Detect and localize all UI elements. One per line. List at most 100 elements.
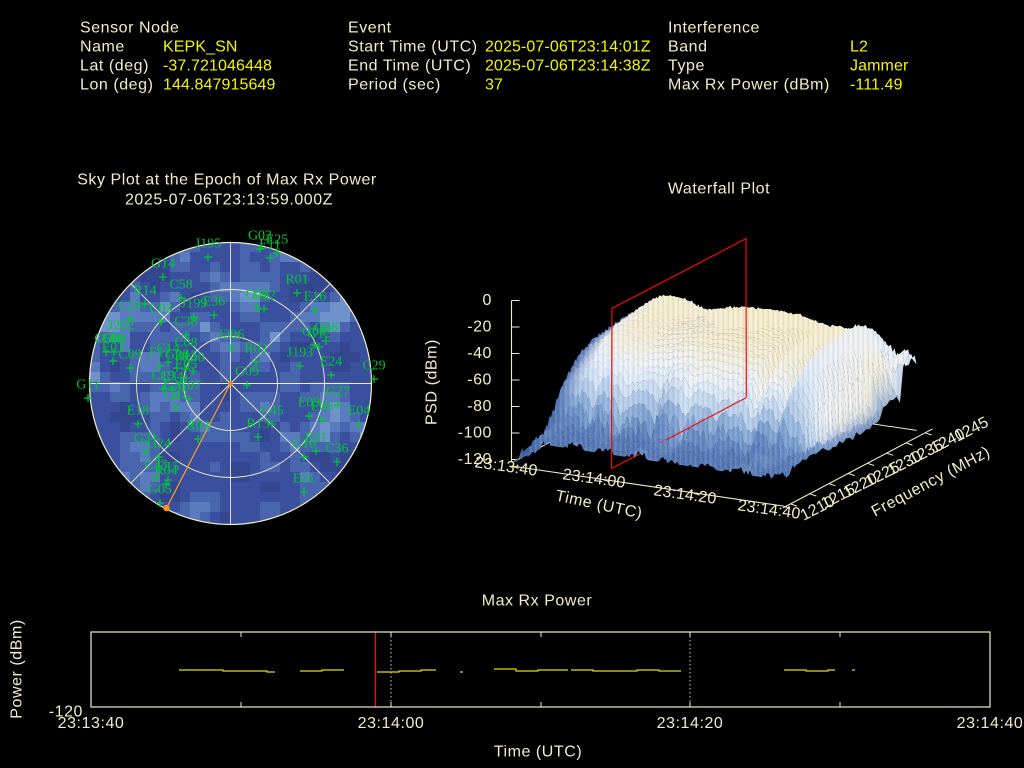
svg-text:C38: C38 — [174, 315, 197, 330]
svg-text:E24: E24 — [320, 355, 343, 370]
svg-text:G12: G12 — [307, 327, 331, 342]
svg-text:23:14:20: 23:14:20 — [657, 715, 724, 732]
svg-text:E26: E26 — [163, 378, 186, 393]
svg-text:C30: C30 — [181, 351, 204, 366]
svg-text:E09: E09 — [298, 396, 321, 411]
svg-text:C58: C58 — [169, 278, 192, 293]
svg-text:-80: -80 — [467, 398, 492, 415]
svg-text:E04: E04 — [348, 404, 371, 419]
svg-text:G09: G09 — [235, 365, 259, 380]
svg-text:2025-07-06T23:14:01Z: 2025-07-06T23:14:01Z — [485, 39, 651, 56]
svg-text:Event: Event — [348, 20, 392, 37]
svg-text:144.847915649: 144.847915649 — [163, 77, 276, 94]
svg-text:C45: C45 — [260, 404, 283, 419]
svg-text:C33: C33 — [144, 458, 167, 473]
svg-text:E36: E36 — [203, 295, 226, 310]
svg-text:C02: C02 — [252, 289, 275, 304]
svg-text:Waterfall Plot: Waterfall Plot — [668, 181, 770, 198]
svg-text:-120: -120 — [49, 704, 83, 721]
svg-text:G21: G21 — [134, 432, 158, 447]
svg-text:2025-07-06T23:13:59.000Z: 2025-07-06T23:13:59.000Z — [125, 192, 333, 209]
svg-text:KEPK_SN: KEPK_SN — [163, 39, 238, 56]
svg-text:End Time (UTC): End Time (UTC) — [348, 58, 471, 75]
svg-text:L2: L2 — [850, 39, 868, 56]
svg-text:Name: Name — [80, 39, 125, 56]
svg-text:-20: -20 — [467, 318, 492, 335]
svg-text:G08: G08 — [314, 321, 338, 336]
svg-text:C09: C09 — [118, 348, 141, 363]
svg-text:Band: Band — [668, 39, 708, 56]
svg-text:J199: J199 — [181, 297, 207, 312]
svg-text:23:14:00: 23:14:00 — [358, 715, 425, 732]
svg-text:G14: G14 — [151, 257, 175, 272]
svg-text:C29: C29 — [362, 359, 385, 374]
svg-text:C01: C01 — [245, 288, 268, 303]
svg-text:C34: C34 — [160, 370, 183, 385]
svg-text:Type: Type — [668, 58, 705, 75]
svg-text:E03: E03 — [102, 341, 125, 356]
svg-text:Max Rx Power (dBm): Max Rx Power (dBm) — [668, 77, 830, 94]
svg-text:-40: -40 — [467, 345, 492, 362]
svg-text:G03: G03 — [248, 229, 272, 244]
svg-text:Lat (deg): Lat (deg) — [80, 58, 149, 75]
svg-text:R15: R15 — [174, 349, 197, 364]
svg-text:C14: C14 — [156, 342, 179, 357]
svg-text:J202: J202 — [108, 319, 134, 334]
svg-text:R01: R01 — [285, 273, 308, 288]
svg-text:C60: C60 — [94, 332, 117, 347]
svg-text:E18: E18 — [127, 404, 150, 419]
svg-text:G11: G11 — [76, 378, 100, 393]
svg-text:R03: R03 — [186, 419, 209, 434]
svg-text:-60: -60 — [467, 371, 492, 388]
svg-text:Power (dBm): Power (dBm) — [9, 619, 26, 718]
svg-text:-100: -100 — [458, 424, 492, 441]
svg-text:R13: R13 — [246, 417, 269, 432]
svg-text:E31: E31 — [305, 431, 328, 446]
svg-text:Max Rx Power: Max Rx Power — [482, 593, 593, 610]
svg-text:PSD (dBm): PSD (dBm) — [424, 339, 441, 425]
svg-text:E11: E11 — [259, 238, 281, 253]
svg-text:R14: R14 — [133, 284, 156, 299]
svg-text:G07: G07 — [177, 379, 201, 394]
svg-text:Time (UTC): Time (UTC) — [494, 744, 582, 761]
svg-text:G16: G16 — [292, 437, 316, 452]
svg-text:E16: E16 — [304, 290, 327, 305]
svg-text:C03: C03 — [149, 302, 172, 317]
svg-text:Jammer: Jammer — [850, 58, 909, 75]
svg-text:E12: E12 — [149, 346, 172, 361]
svg-text:G04: G04 — [302, 325, 326, 340]
svg-text:37: 37 — [485, 77, 503, 94]
svg-text:C19: C19 — [151, 369, 174, 384]
svg-text:E05: E05 — [175, 358, 198, 373]
svg-text:C24: C24 — [118, 299, 141, 314]
svg-text:R02: R02 — [244, 342, 267, 357]
svg-text:C42: C42 — [164, 388, 187, 403]
svg-text:-120: -120 — [458, 451, 492, 468]
svg-text:Sensor Node: Sensor Node — [80, 20, 179, 37]
svg-text:J193: J193 — [287, 346, 313, 361]
svg-text:0: 0 — [483, 292, 492, 309]
svg-text:R04: R04 — [154, 464, 177, 479]
svg-text:J306: J306 — [218, 328, 244, 343]
svg-text:G24: G24 — [147, 437, 171, 452]
svg-text:2025-07-06T23:14:38Z: 2025-07-06T23:14:38Z — [485, 58, 651, 75]
svg-text:Interference: Interference — [668, 20, 760, 37]
svg-text:Lon (deg): Lon (deg) — [80, 77, 153, 94]
svg-text:-37.721046448: -37.721046448 — [163, 58, 272, 75]
svg-text:G27: G27 — [326, 385, 350, 400]
svg-text:23:14:40: 23:14:40 — [957, 715, 1024, 732]
svg-text:E15: E15 — [157, 460, 180, 475]
svg-text:Start Time (UTC): Start Time (UTC) — [348, 39, 478, 56]
svg-text:-111.49: -111.49 — [850, 77, 903, 94]
svg-text:G02: G02 — [102, 332, 126, 347]
svg-text:Sky Plot at the Epoch of Max R: Sky Plot at the Epoch of Max Rx Power — [77, 172, 377, 189]
svg-text:G26: G26 — [165, 348, 189, 363]
svg-text:E01: E01 — [293, 472, 316, 487]
svg-text:23:13:40: 23:13:40 — [58, 715, 125, 732]
svg-text:J195: J195 — [195, 237, 221, 252]
svg-text:C36: C36 — [325, 442, 348, 457]
svg-text:C08: C08 — [174, 336, 197, 351]
svg-text:E25: E25 — [266, 233, 289, 248]
svg-text:G05: G05 — [148, 483, 172, 498]
svg-text:Period (sec): Period (sec) — [348, 77, 441, 94]
